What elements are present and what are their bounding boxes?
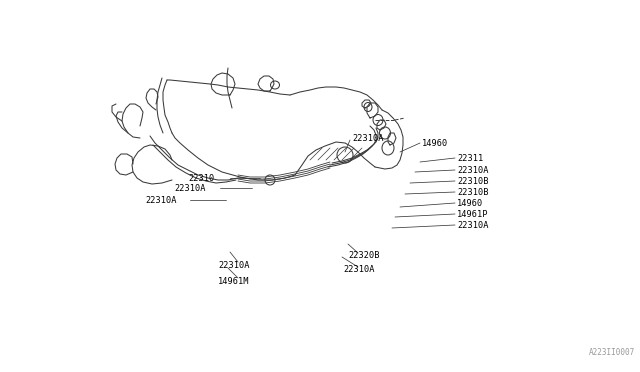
Text: 22310A: 22310A (352, 134, 383, 142)
Text: 22310A: 22310A (343, 266, 374, 275)
Text: 22310A: 22310A (174, 183, 205, 192)
Text: 22310: 22310 (188, 173, 214, 183)
Text: A223II0007: A223II0007 (589, 348, 635, 357)
Text: 14960: 14960 (422, 138, 448, 148)
Text: 22310B: 22310B (457, 187, 488, 196)
Text: 22310A: 22310A (145, 196, 177, 205)
Text: 14960: 14960 (457, 199, 483, 208)
Text: 14961M: 14961M (218, 276, 250, 285)
Text: 22310A: 22310A (457, 221, 488, 230)
Text: 14961P: 14961P (457, 209, 488, 218)
Text: 22310B: 22310B (457, 176, 488, 186)
Text: 22310A: 22310A (457, 166, 488, 174)
Text: 22310A: 22310A (218, 260, 250, 269)
Text: 22311: 22311 (457, 154, 483, 163)
Text: 22320B: 22320B (348, 251, 380, 260)
